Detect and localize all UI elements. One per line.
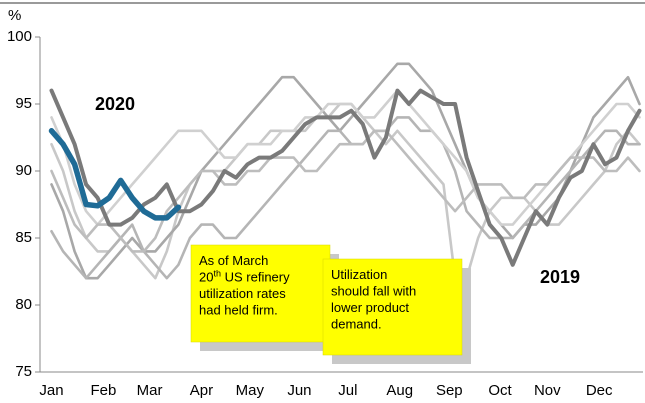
annotation-text-part: US refinery: [221, 270, 290, 285]
y-axis-label: %: [8, 7, 21, 24]
annotation-text: should fall with: [331, 284, 416, 299]
y-tick-label: 90: [15, 162, 32, 179]
series-line: [48, 128, 182, 221]
annotation-box: [322, 258, 463, 356]
x-tick-label: Mar: [137, 382, 163, 399]
annotation-text: As of March: [199, 253, 268, 268]
annotation-text-part: 20: [199, 270, 213, 285]
x-tick-label: Apr: [190, 382, 213, 399]
annotation-text: utilization rates: [199, 286, 286, 301]
x-tick-label: Nov: [534, 382, 561, 399]
annotation-text: demand.: [331, 317, 382, 332]
annotation-text: lower product: [331, 300, 409, 315]
x-tick-label: Aug: [386, 382, 413, 399]
x-tick-label: May: [236, 382, 265, 399]
y-tick-label: 80: [15, 296, 32, 313]
annotation-text: Utilization: [331, 267, 387, 282]
series-line: [49, 88, 642, 267]
x-tick-label: Jan: [39, 382, 63, 399]
annotation-text: 20th US refinery: [199, 269, 290, 285]
x-tick-label: Oct: [488, 382, 512, 399]
x-tick-label: Sep: [436, 382, 463, 399]
y-tick-label: 75: [15, 363, 32, 380]
x-tick-label: Jul: [338, 382, 357, 399]
series-label: 2019: [540, 267, 580, 287]
series-line: [50, 62, 641, 280]
y-tick-label: 85: [15, 229, 32, 246]
y-tick-label: 100: [7, 28, 32, 45]
annotation-superscript: th: [213, 269, 221, 279]
x-tick-label: Jun: [287, 382, 311, 399]
x-tick-label: Feb: [90, 382, 116, 399]
annotation-text: had held firm.: [199, 303, 278, 318]
y-tick-label: 95: [15, 95, 32, 112]
annotation-box: [190, 244, 331, 343]
series-line: [50, 116, 641, 280]
x-tick-label: Dec: [586, 382, 613, 399]
series-line: [50, 89, 641, 226]
series-label: 2020: [95, 94, 135, 114]
series-line: [50, 129, 641, 253]
